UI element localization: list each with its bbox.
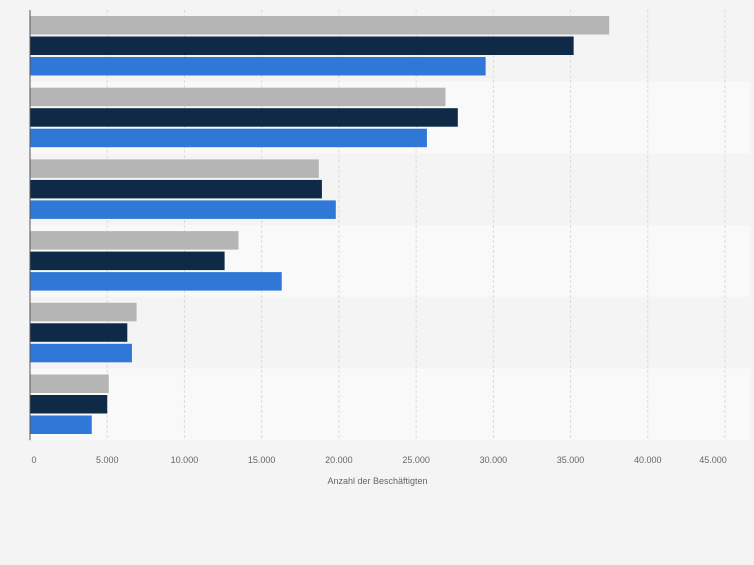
bar[interactable] [30, 231, 239, 250]
x-tick-label: 15.000 [248, 455, 276, 465]
x-tick-labels: 0 5.000 10.000 15.000 20.000 25.000 30.000 35.0… [31, 455, 726, 465]
x-tick-label: 30.000 [480, 455, 508, 465]
row-band [30, 296, 750, 369]
bar[interactable] [30, 128, 427, 148]
x-tick-label: 0 [31, 455, 36, 465]
bar[interactable] [30, 251, 225, 271]
bar[interactable] [30, 108, 458, 127]
bar[interactable] [30, 179, 322, 199]
bars [30, 16, 610, 435]
bar[interactable] [30, 272, 282, 291]
bar[interactable] [30, 87, 446, 107]
x-axis-label: Anzahl der Beschäftigten [327, 476, 427, 486]
x-tick-label: 20.000 [325, 455, 353, 465]
x-tick-label: 40.000 [634, 455, 662, 465]
x-tick-label: 35.000 [557, 455, 585, 465]
row-band [30, 368, 750, 441]
bar[interactable] [30, 374, 109, 394]
bar[interactable] [30, 159, 319, 178]
bar[interactable] [30, 57, 486, 76]
x-tick-label: 25.000 [402, 455, 430, 465]
row-bands [30, 10, 750, 441]
x-tick-label: 5.000 [96, 455, 119, 465]
x-tick-label: 45.000 [699, 455, 727, 465]
gridlines [106, 10, 726, 441]
bar[interactable] [30, 415, 92, 435]
bar[interactable] [30, 302, 137, 322]
x-tick-label: 10.000 [171, 455, 199, 465]
bar[interactable] [30, 16, 610, 35]
bar[interactable] [30, 343, 132, 363]
bar[interactable] [30, 323, 128, 342]
bar[interactable] [30, 36, 574, 56]
bar[interactable] [30, 395, 108, 414]
bar[interactable] [30, 200, 336, 219]
